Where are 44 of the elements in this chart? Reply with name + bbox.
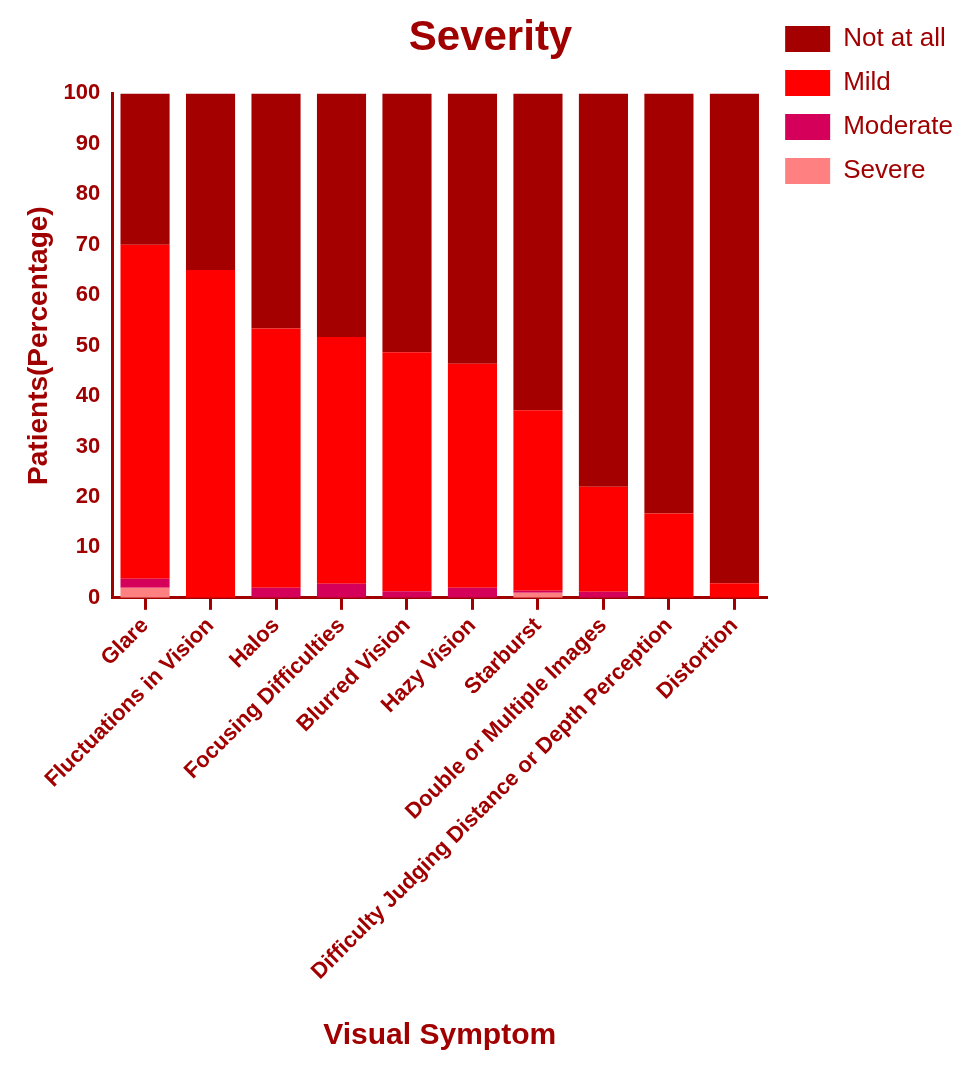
bar [644,513,694,598]
y-tick-label: 70 [75,230,101,256]
y-tick-label: 50 [75,331,101,357]
chart-title: Severity [408,11,573,59]
bar [382,591,432,598]
bar [120,244,170,579]
bar [709,583,759,598]
y-tick-label: 90 [75,129,101,155]
bar [382,93,432,353]
y-tick-label: 100 [63,79,101,105]
bar [578,93,628,487]
bar [185,93,236,270]
bar [316,337,367,584]
bar [251,93,301,329]
y-tick-label: 80 [75,180,101,206]
bar [644,93,694,514]
legend-label: Moderate [843,110,953,141]
bar [120,578,170,588]
bar [316,93,367,338]
y-tick-label: 0 [88,583,101,609]
bar [251,328,301,588]
legend-label: Mild [843,66,891,97]
bar [513,590,563,593]
bar [447,363,498,588]
bar [513,93,563,411]
x-axis-title: Visual Symptom [323,1017,557,1051]
y-tick-label: 30 [75,432,101,458]
bar [382,352,432,592]
y-tick-label: 60 [75,281,101,307]
y-axis-title: Patients(Percentage) [21,206,53,485]
bar [578,486,628,592]
bar [120,93,170,245]
y-tick-label: 10 [75,533,101,559]
bar [513,410,563,591]
legend-label: Severe [843,154,926,185]
y-tick-label: 40 [75,382,101,408]
bar [316,583,367,598]
legend-label: Not at all [843,22,946,53]
bar [447,93,498,364]
bar [185,269,236,598]
y-tick-label: 20 [75,483,101,508]
bar [709,93,759,584]
bar [120,587,170,598]
bar [251,587,301,598]
